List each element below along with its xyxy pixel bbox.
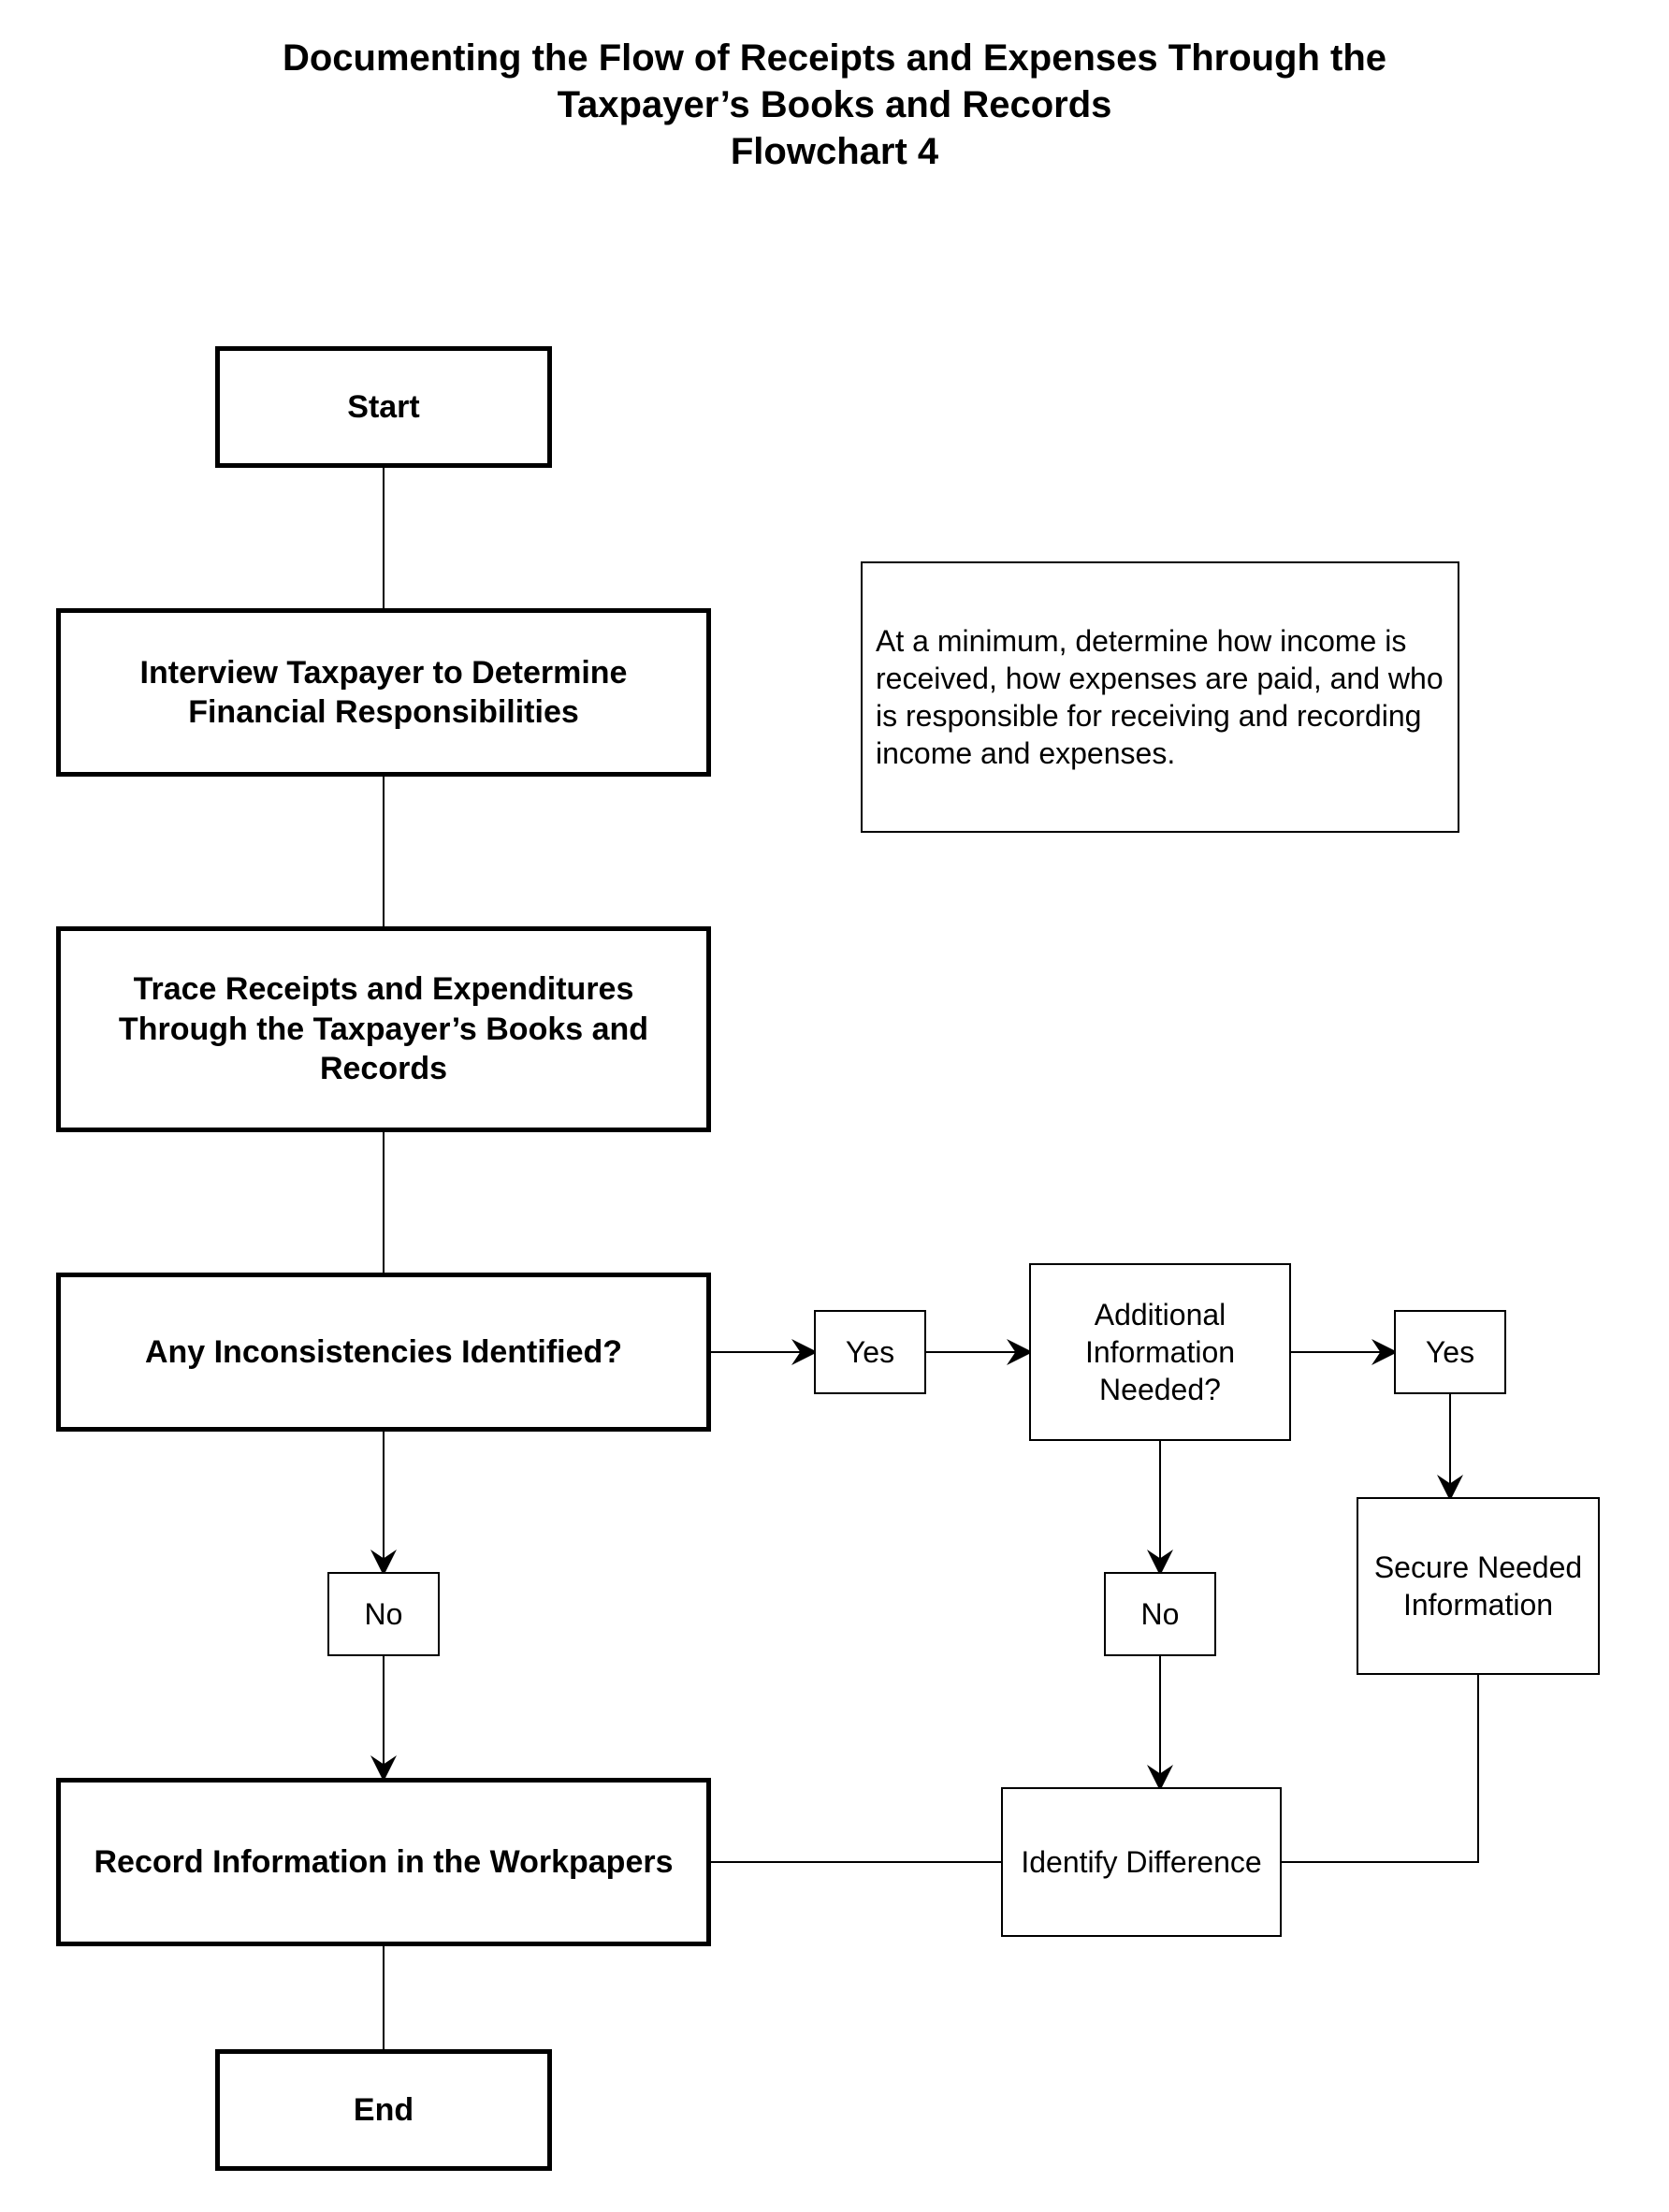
node-inconsistencies: Any Inconsistencies Identified? <box>56 1273 711 1432</box>
note-box: At a minimum, determine how income is re… <box>861 561 1459 833</box>
page-title-line3: Flowchart 4 <box>0 131 1669 173</box>
label-no-1: No <box>327 1572 440 1656</box>
label-no-2: No <box>1104 1572 1216 1656</box>
node-additional-info: Additional Information Needed? <box>1029 1263 1291 1441</box>
node-identify: Identify Difference <box>1001 1787 1282 1937</box>
label-yes-1: Yes <box>814 1310 926 1394</box>
label-yes-2: Yes <box>1394 1310 1506 1394</box>
node-record: Record Information in the Workpapers <box>56 1778 711 1946</box>
node-secure-info: Secure Needed Information <box>1357 1497 1600 1675</box>
node-trace: Trace Receipts and Expenditures Through … <box>56 926 711 1132</box>
node-interview: Interview Taxpayer to Determine Financia… <box>56 608 711 777</box>
page-title-line2: Taxpayer’s Books and Records <box>0 84 1669 126</box>
node-end: End <box>215 2049 552 2171</box>
flowchart-page: Documenting the Flow of Receipts and Exp… <box>0 0 1669 2212</box>
page-title-line1: Documenting the Flow of Receipts and Exp… <box>0 37 1669 80</box>
node-start: Start <box>215 346 552 468</box>
